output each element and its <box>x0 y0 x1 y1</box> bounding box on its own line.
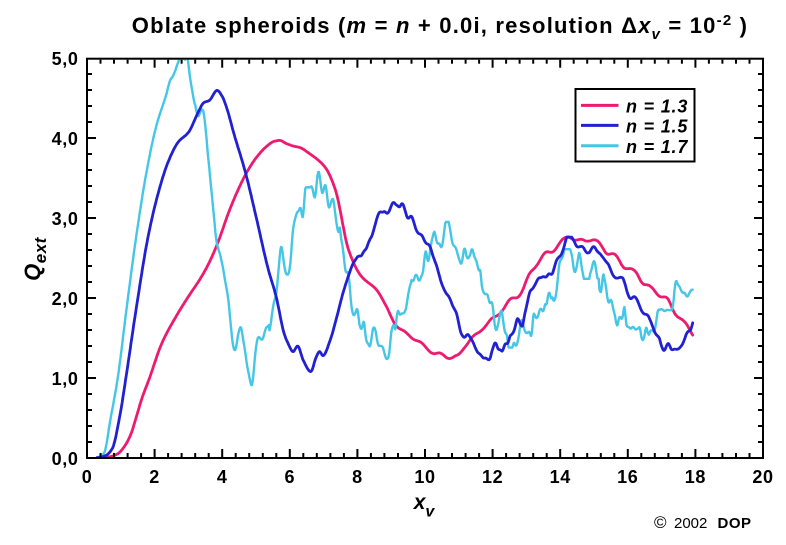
svg-text:n = 1.3: n = 1.3 <box>626 96 688 116</box>
svg-text:n = 1.5: n = 1.5 <box>626 116 688 136</box>
svg-text:10: 10 <box>414 467 435 487</box>
svg-text:3,0: 3,0 <box>52 209 79 229</box>
svg-text:12: 12 <box>482 467 503 487</box>
svg-text:0: 0 <box>82 467 93 487</box>
svg-text:20: 20 <box>752 467 773 487</box>
svg-text:8: 8 <box>352 467 363 487</box>
svg-text:©: © <box>654 513 667 532</box>
svg-text:DOP: DOP <box>718 515 752 532</box>
svg-text:n = 1.7: n = 1.7 <box>626 137 688 157</box>
svg-text:4: 4 <box>217 467 228 487</box>
svg-text:1,0: 1,0 <box>52 369 79 389</box>
svg-text:18: 18 <box>685 467 706 487</box>
svg-text:16: 16 <box>617 467 638 487</box>
svg-text:2: 2 <box>149 467 160 487</box>
svg-text:2,0: 2,0 <box>52 289 79 309</box>
svg-text:6: 6 <box>284 467 295 487</box>
svg-text:5,0: 5,0 <box>52 49 79 69</box>
svg-text:0,0: 0,0 <box>52 449 79 469</box>
svg-text:4,0: 4,0 <box>52 129 79 149</box>
svg-text:14: 14 <box>550 467 571 487</box>
svg-text:Oblate spheroids (m = n + 0.0i: Oblate spheroids (m = n + 0.0i, resoluti… <box>132 12 748 43</box>
svg-text:2002: 2002 <box>674 515 707 532</box>
